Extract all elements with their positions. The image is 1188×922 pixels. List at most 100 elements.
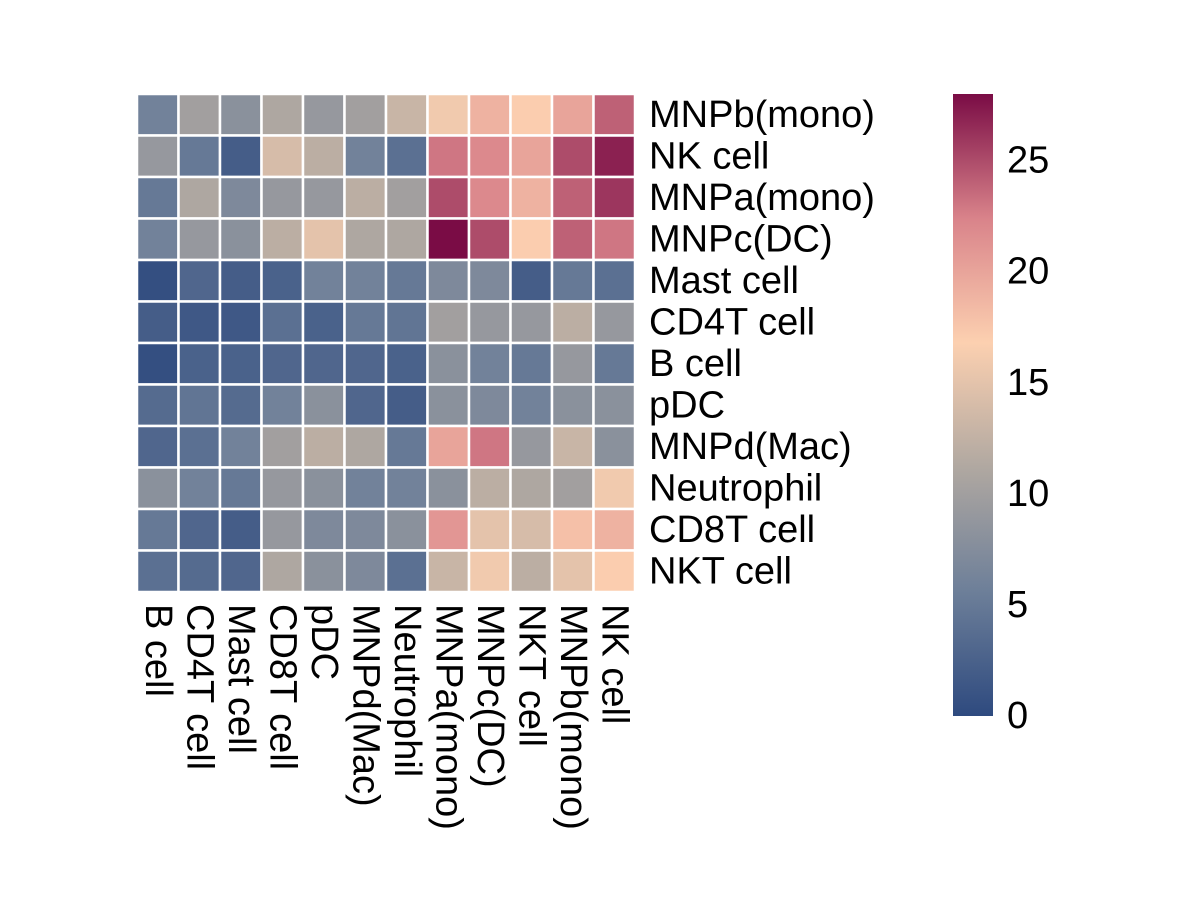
- heatmap-cell: [218, 258, 263, 303]
- heatmap-cell: [343, 424, 388, 469]
- heatmap-cell: [301, 300, 346, 345]
- heatmap-cell: [177, 92, 222, 137]
- heatmap-cell: [177, 383, 222, 428]
- heatmap-cell: [550, 424, 595, 469]
- heatmap-cell: [177, 466, 222, 511]
- heatmap-cell: [343, 92, 388, 137]
- heatmap-cell: [260, 92, 305, 137]
- row-label: NKT cell: [649, 550, 792, 592]
- heatmap-cell: [343, 300, 388, 345]
- heatmap-cell: [467, 507, 512, 552]
- heatmap-cell: [509, 424, 554, 469]
- heatmap-cell: [177, 134, 222, 179]
- heatmap-cell: [426, 217, 471, 262]
- heatmap-cell: [467, 424, 512, 469]
- heatmap-cell: [550, 549, 595, 594]
- heatmap-cell: [301, 217, 346, 262]
- heatmap-cell: [135, 258, 180, 303]
- heatmap-cell: [260, 549, 305, 594]
- heatmap-cell: [301, 134, 346, 179]
- heatmap-cell: [550, 258, 595, 303]
- heatmap-cell: [301, 175, 346, 220]
- heatmap-cell: [260, 507, 305, 552]
- heatmap-cell: [550, 217, 595, 262]
- column-label: NKT cell: [510, 604, 552, 747]
- heatmap-cell: [426, 258, 471, 303]
- heatmap-cell: [426, 383, 471, 428]
- heatmap-cell: [260, 258, 305, 303]
- heatmap-cell: [218, 466, 263, 511]
- heatmap-cell: [135, 134, 180, 179]
- heatmap-cell: [384, 507, 429, 552]
- colorbar-tick-label: 0: [1007, 695, 1028, 737]
- heatmap-cell: [592, 507, 637, 552]
- heatmap-cell: [218, 424, 263, 469]
- row-label: MNPa(mono): [649, 177, 875, 219]
- heatmap-cell: [260, 175, 305, 220]
- heatmap-cell: [509, 175, 554, 220]
- column-label: B cell: [137, 604, 179, 697]
- colorbar: 0 5 10 15 20 25: [953, 94, 1049, 737]
- heatmap-cell: [467, 217, 512, 262]
- heatmap-cell: [384, 300, 429, 345]
- heatmap-cell: [426, 175, 471, 220]
- heatmap-cell: [218, 217, 263, 262]
- heatmap-cell: [426, 92, 471, 137]
- heatmap-cell: [467, 258, 512, 303]
- column-label: MNPd(Mac): [344, 604, 386, 807]
- heatmap-cell: [218, 134, 263, 179]
- heatmap-cell: [301, 92, 346, 137]
- row-label: B cell: [649, 343, 742, 385]
- heatmap-cell: [509, 507, 554, 552]
- heatmap-cell: [260, 424, 305, 469]
- heatmap-cell: [426, 466, 471, 511]
- heatmap-cell: [301, 549, 346, 594]
- heatmap-cell: [135, 92, 180, 137]
- heatmap-cell: [509, 134, 554, 179]
- heatmap-cell: [509, 383, 554, 428]
- row-label: MNPd(Mac): [649, 426, 852, 468]
- heatmap-cell: [177, 175, 222, 220]
- heatmap-cell: [550, 300, 595, 345]
- heatmap-cell: [550, 507, 595, 552]
- heatmap-cell: [301, 258, 346, 303]
- column-label: Neutrophil: [386, 604, 428, 777]
- heatmap-cell: [384, 175, 429, 220]
- heatmap-cell: [384, 341, 429, 386]
- heatmap-cell: [426, 300, 471, 345]
- heatmap-cell: [467, 300, 512, 345]
- row-label: NK cell: [649, 135, 769, 177]
- column-label: pDC: [303, 604, 345, 680]
- heatmap-cell: [343, 258, 388, 303]
- heatmap-cell: [135, 466, 180, 511]
- heatmap-cell: [384, 92, 429, 137]
- heatmap-cell: [343, 175, 388, 220]
- colorbar-tick-label: 20: [1007, 251, 1049, 293]
- heatmap-cell: [509, 549, 554, 594]
- heatmap-cell: [218, 175, 263, 220]
- column-label: NK cell: [593, 604, 635, 724]
- heatmap-cell: [301, 341, 346, 386]
- heatmap-cell: [177, 507, 222, 552]
- row-label: CD8T cell: [649, 509, 815, 551]
- heatmap-cell: [509, 466, 554, 511]
- column-label: Mast cell: [220, 604, 262, 754]
- heatmap-cell: [384, 549, 429, 594]
- heatmap-cell: [592, 341, 637, 386]
- heatmap-cell: [467, 466, 512, 511]
- row-label: MNPc(DC): [649, 218, 833, 260]
- heatmap-cell: [135, 507, 180, 552]
- heatmap-cell: [550, 341, 595, 386]
- heatmap-cell: [592, 466, 637, 511]
- row-label: CD4T cell: [649, 301, 815, 343]
- heatmap-cell: [343, 217, 388, 262]
- heatmap-cell: [301, 383, 346, 428]
- heatmap-cell: [467, 549, 512, 594]
- heatmap-cell: [550, 92, 595, 137]
- heatmap-cell: [384, 424, 429, 469]
- heatmap-cell: [467, 92, 512, 137]
- heatmap-cell: [343, 549, 388, 594]
- column-label: CD4T cell: [178, 604, 220, 770]
- heatmap-cell: [260, 466, 305, 511]
- column-label: MNPa(mono): [427, 604, 469, 830]
